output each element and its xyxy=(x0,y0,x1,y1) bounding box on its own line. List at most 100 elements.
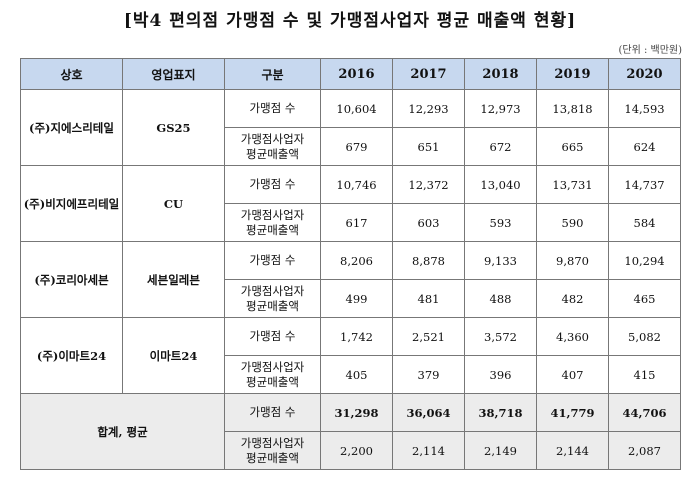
header-year: 2020 xyxy=(608,58,681,90)
value-cell: 2,087 xyxy=(608,431,681,470)
value-cell: 38,718 xyxy=(464,393,537,432)
value-cell: 672 xyxy=(464,127,537,166)
value-cell: 1,742 xyxy=(320,317,393,356)
category-line: 가맹점사업자 xyxy=(240,435,305,450)
category-cell: 가맹점사업자 평균매출액 xyxy=(224,203,321,242)
table-row: (주)코리아세븐 세븐일레븐 가맹점 수 8,206 8,878 9,133 9,870 10… xyxy=(20,241,681,318)
company-name: (주)이마트24 xyxy=(20,317,123,394)
header-row: 상호 영업표지 구분 2016 2017 2018 2019 2020 xyxy=(20,58,681,90)
value-cell: 584 xyxy=(608,203,681,242)
header-company: 상호 xyxy=(20,58,123,90)
table-row: 가맹점사업자 평균매출액 405 379 396 407 415 xyxy=(21,355,681,394)
value-cell: 481 xyxy=(392,279,465,318)
value-cell: 8,878 xyxy=(392,241,465,280)
value-cell: 665 xyxy=(536,127,609,166)
value-cell: 12,293 xyxy=(392,89,465,128)
category-line: 평균매출액 xyxy=(246,374,299,389)
category-line: 평균매출액 xyxy=(246,222,299,237)
value-cell: 14,737 xyxy=(608,165,681,204)
brand-name: GS25 xyxy=(122,89,225,166)
category-cell: 가맹점사업자 평균매출액 xyxy=(224,127,321,166)
value-cell: 2,114 xyxy=(392,431,465,470)
value-cell: 488 xyxy=(464,279,537,318)
header-year: 2018 xyxy=(464,58,537,90)
value-cell: 13,040 xyxy=(464,165,537,204)
table-row: (주)비지에프리테일 CU 가맹점 수 10,746 12,372 13,040 13,73… xyxy=(20,165,681,242)
value-cell: 36,064 xyxy=(392,393,465,432)
value-cell: 31,298 xyxy=(320,393,393,432)
value-cell: 10,294 xyxy=(608,241,681,280)
category-cell: 가맹점 수 xyxy=(224,241,321,280)
category-cell: 가맹점 수 xyxy=(224,393,321,432)
category-line: 평균매출액 xyxy=(246,298,299,313)
value-cell: 590 xyxy=(536,203,609,242)
header-year: 2019 xyxy=(536,58,609,90)
total-row: 가맹점사업자 평균매출액 2,200 2,114 2,149 2,144 2,087 xyxy=(21,431,681,470)
value-cell: 396 xyxy=(464,355,537,394)
stats-table: 상호 영업표지 구분 2016 2017 2018 2019 2020 (주)지… xyxy=(20,58,681,470)
value-cell: 379 xyxy=(392,355,465,394)
value-cell: 2,521 xyxy=(392,317,465,356)
category-cell: 가맹점 수 xyxy=(224,165,321,204)
value-cell: 14,593 xyxy=(608,89,681,128)
company-name: (주)비지에프리테일 xyxy=(20,165,123,242)
value-cell: 10,604 xyxy=(320,89,393,128)
brand-name: 이마트24 xyxy=(122,317,225,394)
category-cell: 가맹점 수 xyxy=(224,89,321,128)
value-cell: 407 xyxy=(536,355,609,394)
value-cell: 499 xyxy=(320,279,393,318)
company-name: (주)지에스리테일 xyxy=(20,89,123,166)
value-cell: 617 xyxy=(320,203,393,242)
category-line: 가맹점사업자 xyxy=(240,131,305,146)
table-row: 가맹점사업자 평균매출액 617 603 593 590 584 xyxy=(21,203,681,242)
value-cell: 415 xyxy=(608,355,681,394)
value-cell: 2,144 xyxy=(536,431,609,470)
header-year: 2016 xyxy=(320,58,393,90)
table-row: 가맹점사업자 평균매출액 499 481 488 482 465 xyxy=(21,279,681,318)
table-row: (주)지에스리테일 GS25 가맹점 수 10,604 12,293 12,973 13,8… xyxy=(20,89,681,166)
value-cell: 9,133 xyxy=(464,241,537,280)
brand-name: CU xyxy=(122,165,225,242)
total-label: 합계, 평균 xyxy=(20,393,225,470)
value-cell: 12,973 xyxy=(464,89,537,128)
value-cell: 2,200 xyxy=(320,431,393,470)
value-cell: 44,706 xyxy=(608,393,681,432)
header-category: 구분 xyxy=(224,58,321,90)
value-cell: 465 xyxy=(608,279,681,318)
value-cell: 624 xyxy=(608,127,681,166)
category-cell: 가맹점 수 xyxy=(224,317,321,356)
value-cell: 679 xyxy=(320,127,393,166)
unit-note: (단위 : 백만원) xyxy=(618,45,682,56)
category-line: 가맹점사업자 xyxy=(240,207,305,222)
category-cell: 가맹점사업자 평균매출액 xyxy=(224,279,321,318)
value-cell: 13,731 xyxy=(536,165,609,204)
category-line: 가맹점사업자 xyxy=(240,283,305,298)
value-cell: 9,870 xyxy=(536,241,609,280)
value-cell: 12,372 xyxy=(392,165,465,204)
value-cell: 8,206 xyxy=(320,241,393,280)
value-cell: 4,360 xyxy=(536,317,609,356)
company-name: (주)코리아세븐 xyxy=(20,241,123,318)
value-cell: 3,572 xyxy=(464,317,537,356)
category-cell: 가맹점사업자 평균매출액 xyxy=(224,355,321,394)
table-row: 가맹점사업자 평균매출액 679 651 672 665 624 xyxy=(21,127,681,166)
value-cell: 405 xyxy=(320,355,393,394)
category-line: 평균매출액 xyxy=(246,450,299,465)
header-brand: 영업표지 xyxy=(122,58,225,90)
value-cell: 593 xyxy=(464,203,537,242)
page-title: [박4 편의점 가맹점 수 및 가맹점사업자 평균 매출액 현황] xyxy=(123,11,577,31)
category-line: 가맹점사업자 xyxy=(240,359,305,374)
value-cell: 5,082 xyxy=(608,317,681,356)
value-cell: 482 xyxy=(536,279,609,318)
category-line: 평균매출액 xyxy=(246,146,299,161)
table-row: (주)이마트24 이마트24 가맹점 수 1,742 2,521 3,572 4,360 5,… xyxy=(20,317,681,394)
header-year: 2017 xyxy=(392,58,465,90)
value-cell: 2,149 xyxy=(464,431,537,470)
total-row: 합계, 평균 가맹점 수 31,298 36,064 38,718 41,779 44,70… xyxy=(20,393,681,470)
value-cell: 13,818 xyxy=(536,89,609,128)
value-cell: 603 xyxy=(392,203,465,242)
value-cell: 41,779 xyxy=(536,393,609,432)
category-cell: 가맹점사업자 평균매출액 xyxy=(224,431,321,470)
value-cell: 651 xyxy=(392,127,465,166)
brand-name: 세븐일레븐 xyxy=(122,241,225,318)
